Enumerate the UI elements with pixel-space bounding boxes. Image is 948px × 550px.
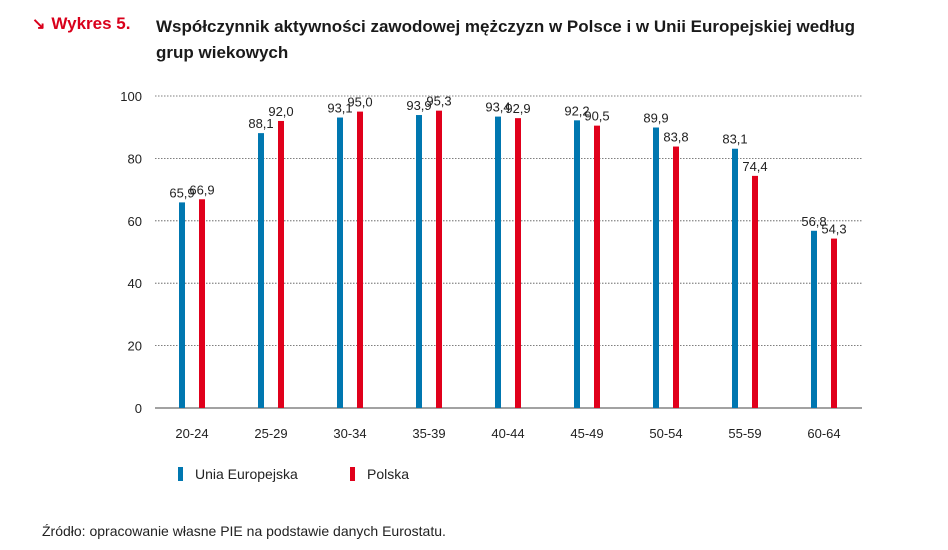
bar-pl	[673, 146, 679, 408]
legend-item-eu: Unia Europejska	[178, 466, 298, 482]
bar-pl	[278, 120, 284, 409]
bar-pl	[436, 110, 442, 408]
bar-eu	[179, 202, 185, 408]
legend-item-pl: Polska	[350, 466, 409, 482]
bar-pl	[199, 199, 205, 408]
data-label-eu: 88,1	[248, 116, 273, 131]
bar-eu	[574, 120, 580, 408]
y-tick-label: 0	[135, 401, 142, 416]
data-label-pl: 90,5	[584, 109, 609, 124]
legend-swatch-pl	[350, 467, 355, 481]
data-label-pl: 54,3	[821, 222, 846, 237]
y-tick-label: 20	[128, 339, 142, 354]
y-axis-ticks: 0 20 40 60 80 100	[120, 89, 142, 416]
bar-eu	[337, 117, 343, 408]
bar-pl	[752, 175, 758, 408]
x-tick-label: 40-44	[491, 426, 524, 441]
data-label-pl: 92,0	[268, 104, 293, 119]
grid-lines	[155, 95, 862, 409]
data-label-eu: 93,9	[406, 98, 431, 113]
data-label-pl: 74,4	[742, 159, 767, 174]
bars	[179, 110, 837, 409]
legend-label-eu: Unia Europejska	[195, 466, 298, 482]
bar-pl	[357, 111, 363, 408]
bar-eu	[416, 115, 422, 409]
x-axis-ticks: 20-24 25-29 30-34 35-39 40-44 45-49 50-54 55-59…	[175, 426, 840, 441]
bar-eu	[258, 133, 264, 409]
x-tick-label: 30-34	[333, 426, 366, 441]
figure-number: Wykres 5.	[51, 14, 131, 33]
bar-eu	[653, 127, 659, 409]
x-tick-label: 35-39	[412, 426, 445, 441]
y-tick-label: 100	[120, 89, 142, 104]
x-tick-label: 55-59	[728, 426, 761, 441]
data-label-eu: 56,8	[801, 214, 826, 229]
data-label-eu: 92,2	[564, 103, 589, 118]
legend-label-pl: Polska	[367, 466, 410, 482]
y-tick-label: 80	[128, 151, 142, 166]
bar-pl	[594, 125, 600, 408]
data-label-eu: 93,1	[327, 101, 352, 116]
y-tick-label: 40	[128, 276, 142, 291]
data-label-eu: 83,1	[722, 132, 747, 147]
data-label-pl: 92,9	[505, 101, 530, 116]
legend-swatch-eu	[178, 467, 183, 481]
data-label-eu: 93,4	[485, 100, 510, 115]
data-label-eu: 89,9	[643, 111, 668, 126]
source-note: Źródło: opracowanie własne PIE na podsta…	[42, 523, 446, 539]
bar-eu	[495, 116, 501, 408]
x-tick-label: 45-49	[570, 426, 603, 441]
data-label-pl: 95,3	[426, 94, 451, 109]
data-label-pl: 95,0	[347, 95, 372, 110]
x-tick-label: 20-24	[175, 426, 208, 441]
bar-eu	[811, 230, 817, 408]
bar-eu	[732, 148, 738, 408]
x-tick-label: 50-54	[649, 426, 682, 441]
arrow-down-right-icon: ↘	[32, 16, 46, 33]
data-label-pl: 83,8	[663, 130, 688, 145]
data-label-eu: 65,9	[169, 185, 194, 200]
data-label-pl: 66,9	[189, 182, 214, 197]
bar-pl	[831, 238, 837, 408]
value-labels: 65,966,9 88,192,0 93,195,0 93,995,3 93,492,9…	[169, 94, 846, 237]
figure-label: ↘ Wykres 5.	[32, 14, 130, 34]
x-tick-label: 60-64	[807, 426, 840, 441]
bar-pl	[515, 118, 521, 408]
chart-title: Współczynnik aktywności zawodowej mężczy…	[156, 17, 856, 62]
x-tick-label: 25-29	[254, 426, 287, 441]
y-tick-label: 60	[128, 214, 142, 229]
